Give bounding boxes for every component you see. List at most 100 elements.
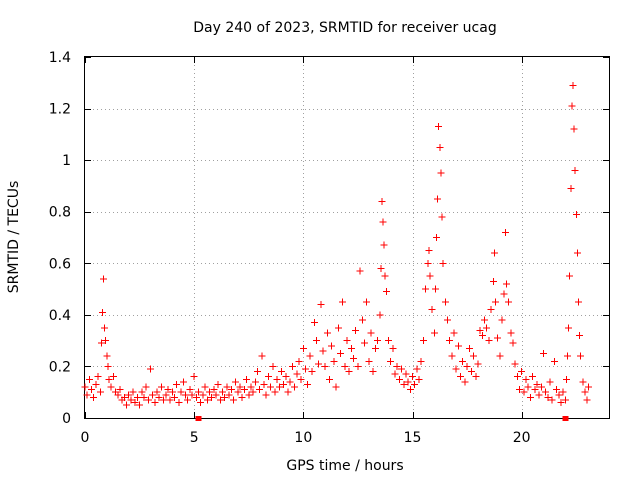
data-point: [155, 393, 163, 401]
data-point: [96, 388, 104, 396]
data-point: [369, 368, 377, 376]
data-point: [526, 393, 534, 401]
x-tick-label: 20: [513, 430, 531, 446]
data-point: [341, 362, 349, 370]
data-point: [579, 378, 587, 386]
data-point: [243, 375, 251, 383]
data-point: [114, 391, 122, 399]
data-point: [179, 378, 187, 386]
data-point: [302, 365, 310, 373]
data-point: [422, 285, 430, 293]
data-point: [546, 378, 554, 386]
data-point: [164, 386, 172, 394]
data-point: [229, 396, 237, 404]
data-point: [147, 365, 154, 373]
data-point: [561, 396, 569, 404]
y-tick-label: 0.6: [49, 256, 71, 272]
data-point: [345, 368, 353, 376]
data-point: [511, 360, 519, 368]
data-point: [177, 388, 185, 396]
data-point: [326, 375, 334, 383]
data-point: [151, 399, 159, 407]
y-tick-label: 1.2: [49, 102, 71, 118]
data-point: [520, 388, 528, 396]
data-point: [358, 316, 366, 324]
data-point: [481, 316, 489, 324]
data-point: [581, 388, 589, 396]
data-point: [404, 378, 412, 386]
data-point: [402, 370, 410, 378]
data-point: [461, 378, 469, 386]
data-point: [555, 391, 563, 399]
data-point: [85, 375, 93, 383]
data-point: [428, 306, 436, 314]
data-point: [537, 383, 545, 391]
data-point: [288, 362, 296, 370]
data-point: [138, 388, 146, 396]
data-point: [212, 391, 220, 399]
data-point: [162, 391, 170, 399]
data-point: [577, 352, 585, 360]
data-point: [387, 357, 395, 365]
data-point: [529, 373, 537, 381]
data-point: [393, 362, 401, 370]
data-point: [127, 396, 135, 404]
data-point: [221, 393, 229, 401]
x-tick-label: 0: [81, 430, 90, 446]
data-point: [267, 383, 275, 391]
data-point: [491, 298, 499, 306]
data-point: [168, 388, 176, 396]
data-point: [435, 123, 443, 131]
data-point: [291, 383, 299, 391]
data-point: [173, 380, 181, 388]
data-point: [441, 298, 449, 306]
data-point: [494, 334, 502, 342]
data-point: [569, 81, 577, 89]
data-point: [384, 337, 392, 345]
data-point: [125, 391, 133, 399]
data-point: [251, 378, 259, 386]
axis-marker: [195, 416, 202, 421]
x-axis-label: GPS time / hours: [286, 458, 403, 474]
data-point: [436, 143, 444, 151]
data-point: [507, 329, 515, 337]
data-point: [524, 383, 532, 391]
data-point: [339, 298, 347, 306]
data-point: [253, 368, 261, 376]
data-point: [505, 298, 513, 306]
data-point: [332, 383, 340, 391]
data-point: [550, 357, 558, 365]
data-point: [476, 326, 484, 334]
data-point: [315, 360, 323, 368]
data-point: [374, 337, 382, 345]
data-point: [160, 396, 168, 404]
data-point: [304, 380, 312, 388]
data-point: [236, 383, 244, 391]
axis-ticks: [85, 57, 609, 419]
data-point: [210, 386, 218, 394]
data-point: [474, 360, 482, 368]
data-point: [478, 331, 486, 339]
data-point: [522, 375, 530, 383]
data-point: [107, 383, 115, 391]
data-point: [470, 352, 478, 360]
data-point: [336, 350, 344, 358]
data-point: [286, 378, 294, 386]
data-point: [299, 344, 307, 352]
tick-labels: 0 5 10 15 20 0 0.2 0.4 0.6 0.8 1 1.2 1.4: [49, 50, 531, 446]
data-point: [379, 218, 387, 226]
data-point: [133, 393, 141, 401]
data-point: [583, 396, 591, 404]
data-point: [542, 388, 550, 396]
data-point: [485, 337, 493, 345]
chart-title: Day 240 of 2023, SRMTID for receiver uca…: [193, 20, 496, 36]
data-point: [310, 319, 318, 327]
data-point: [565, 324, 573, 332]
data-point: [122, 401, 130, 409]
data-point: [513, 373, 521, 381]
data-point: [391, 370, 399, 378]
axis-markers: [195, 416, 569, 421]
data-point: [411, 380, 419, 388]
data-point: [389, 344, 397, 352]
data-point: [101, 324, 109, 332]
